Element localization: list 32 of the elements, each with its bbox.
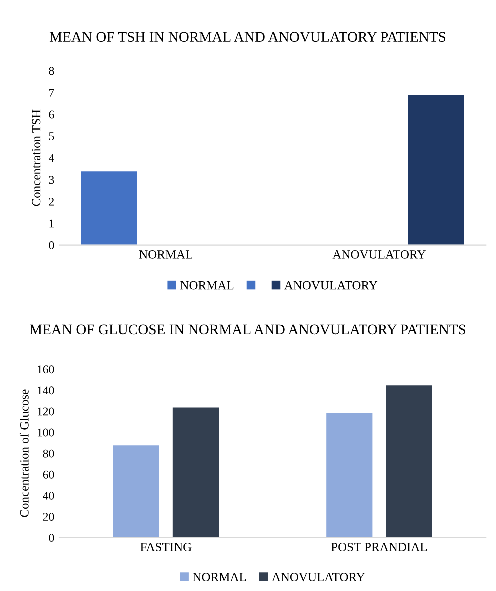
- y-tick-label: 60: [43, 470, 54, 479]
- y-tick-label: 140: [38, 386, 54, 395]
- y-tick-label: 7: [50, 89, 54, 97]
- y-tick-label: 2: [49, 198, 54, 206]
- y-tick-label: 5: [49, 132, 54, 141]
- bar: [172, 406, 220, 538]
- y-tick-label: 80: [43, 450, 54, 458]
- y-tick-label: 6: [49, 110, 54, 119]
- legend-label: ANOVULATORY: [272, 573, 366, 582]
- y-tick-label: 1: [50, 220, 54, 228]
- y-tick-label: 3: [49, 176, 54, 184]
- bar: [385, 384, 434, 538]
- x-tick-label: POST PRANDIAL: [331, 543, 428, 552]
- y-tick-label: 100: [38, 428, 54, 437]
- y-tick-label: 160: [38, 366, 54, 374]
- y-tick-label: 0: [49, 242, 54, 250]
- y-tick-label: 4: [48, 154, 54, 162]
- bar: [112, 444, 160, 538]
- y-tick-label: 20: [43, 513, 54, 521]
- legend-label: NORMAL: [180, 281, 234, 290]
- y-tick-label: 40: [43, 492, 54, 500]
- y-tick-label: 120: [38, 408, 54, 416]
- y-axis-title: Concentration of Glucose: [20, 390, 29, 518]
- bar: [326, 412, 374, 538]
- chart-title: MEAN OF GLUCOSE IN NORMAL AND ANOVULATORY PATIENTS: [30, 324, 466, 335]
- y-axis-title: Concentration TSH: [32, 110, 41, 206]
- legend-label: NORMAL: [193, 573, 246, 582]
- y-tick-label: 0: [49, 534, 54, 542]
- y-tick-label: 8: [49, 67, 54, 76]
- legend-label: ANOVULATORY: [284, 281, 378, 290]
- x-tick-label: FASTING: [140, 543, 192, 552]
- chart-title: MEAN OF TSH IN NORMAL AND ANOVULATORY PATIENTS: [50, 32, 446, 42]
